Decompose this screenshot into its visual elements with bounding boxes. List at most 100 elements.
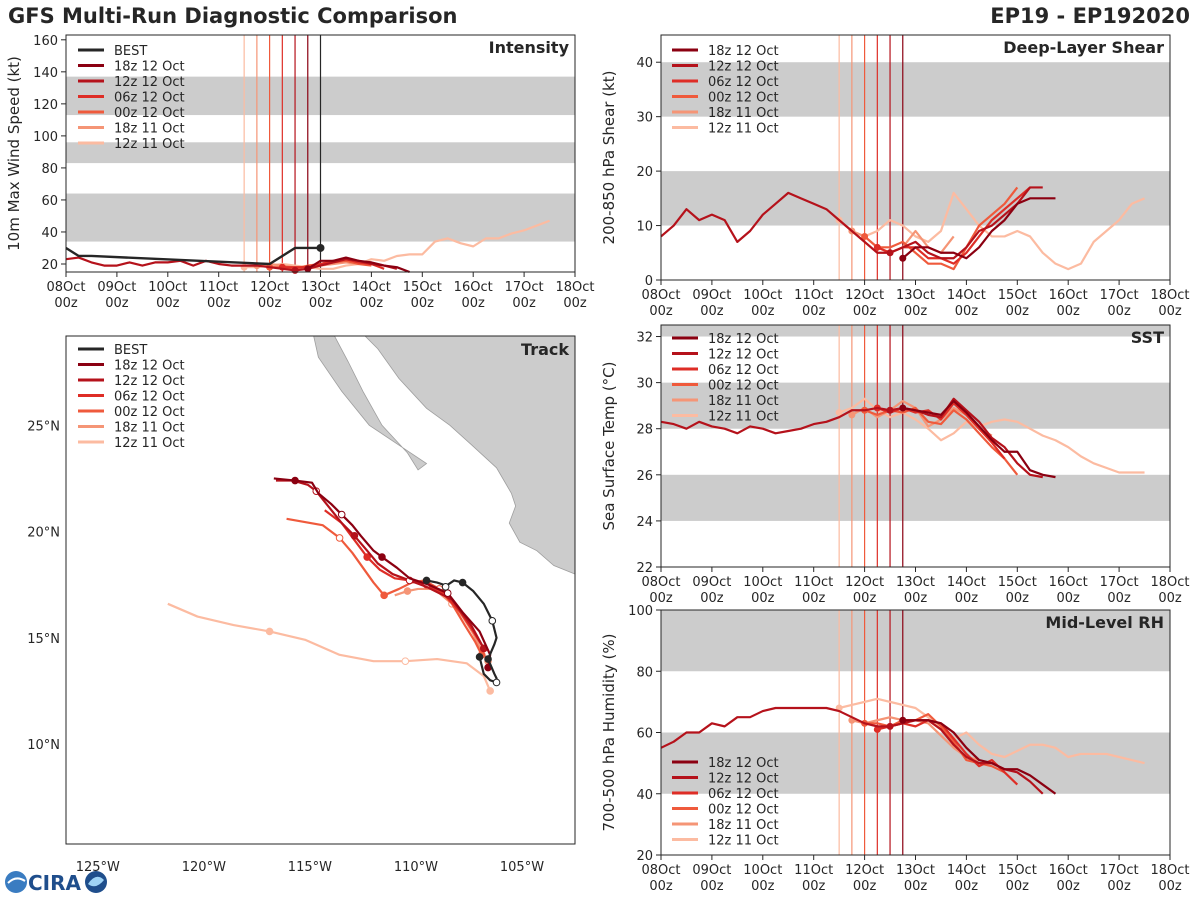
series-line: [660, 397, 1043, 479]
x-tick-label: 12Oct: [250, 280, 289, 295]
series-line: [902, 197, 1056, 260]
legend-label: 00z 12 Oct: [708, 379, 779, 394]
x-tick-label: 00z: [904, 591, 928, 606]
y-tick-label: 24: [636, 515, 653, 530]
y-tick-label: 80: [41, 162, 58, 177]
x-tick-label: 120°W: [182, 860, 226, 875]
x-tick-label: 00z: [462, 296, 486, 311]
init-point: [873, 243, 881, 251]
x-tick-label: 11Oct: [199, 280, 238, 295]
x-tick-label: 08Oct: [641, 288, 680, 303]
init-point: [861, 232, 869, 240]
init-point: [899, 404, 907, 412]
init-point: [899, 716, 907, 724]
legend-label: 18z 11 Oct: [114, 122, 185, 137]
x-tick-label: 00z: [1006, 591, 1030, 606]
x-tick-label: 17Oct: [1100, 863, 1139, 878]
legend-label: 06z 12 Oct: [708, 75, 779, 90]
x-tick-label: 00z: [258, 296, 282, 311]
track-point: [337, 510, 346, 519]
x-tick-label: 08Oct: [641, 863, 680, 878]
x-tick-label: 00z: [700, 591, 724, 606]
legend-label: 06z 12 Oct: [114, 91, 185, 106]
y-tick-label: 30: [636, 377, 653, 392]
x-tick-label: 13Oct: [301, 280, 340, 295]
x-tick-label: 10Oct: [743, 575, 782, 590]
y-tick-label: 30: [636, 111, 653, 126]
best-track-point: [475, 653, 484, 661]
storm-id: EP19 - EP192020: [990, 4, 1190, 28]
legend-label: 12z 11 Oct: [708, 410, 779, 425]
legend-label: BEST: [114, 44, 147, 59]
x-tick-label: 18Oct: [1150, 863, 1189, 878]
logo-text: CIRA: [28, 871, 82, 895]
threshold-band: [661, 732, 1170, 794]
y-tick-label: 20: [636, 165, 653, 180]
plot-frame: [65, 335, 576, 845]
panel-title: SST: [1131, 328, 1164, 347]
plot-area: [661, 325, 1170, 567]
panel-shear: 01020304008Oct00z09Oct00z10Oct00z11Oct00…: [600, 34, 1190, 319]
x-tick-label: 00z: [700, 879, 724, 894]
y-tick-label: 40: [636, 56, 653, 71]
x-tick-label: 00z: [904, 304, 928, 319]
threshold-band: [661, 62, 1170, 117]
legend-label: 18z 12 Oct: [708, 756, 779, 771]
x-tick-label: 16Oct: [454, 280, 493, 295]
legend-label: 12z 12 Oct: [708, 772, 779, 787]
x-tick-label: 09Oct: [692, 288, 731, 303]
x-tick-label: 00z: [1057, 304, 1081, 319]
y-tick-label: 10°N: [27, 738, 60, 753]
track-point: [443, 589, 452, 597]
x-tick-label: 00z: [802, 591, 826, 606]
x-tick-label: 00z: [751, 591, 775, 606]
x-tick-label: 00z: [1057, 591, 1081, 606]
y-tick-label: 100: [628, 604, 653, 619]
track-point: [380, 591, 388, 600]
y-tick-label: 20: [636, 849, 653, 864]
x-tick-label: 11Oct: [794, 575, 833, 590]
x-tick-label: 12Oct: [845, 863, 884, 878]
track-point: [350, 531, 359, 540]
track-line: [394, 587, 490, 662]
x-tick-label: 00z: [54, 296, 78, 311]
y-tick-label: 15°N: [27, 632, 60, 647]
legend-label: 18z 12 Oct: [114, 60, 185, 75]
legend-label: 06z 12 Oct: [114, 390, 185, 405]
x-tick-label: 125°W: [76, 860, 120, 875]
legend-label: 06z 12 Oct: [708, 363, 779, 378]
init-point: [835, 409, 843, 417]
init-point: [886, 249, 894, 257]
legend-label: 18z 11 Oct: [708, 106, 779, 121]
legend-label: 12z 11 Oct: [114, 436, 185, 451]
x-tick-label: 00z: [751, 304, 775, 319]
x-tick-label: 13Oct: [896, 288, 935, 303]
x-tick-label: 00z: [955, 879, 979, 894]
y-tick-label: 10: [636, 220, 653, 235]
panel-sst: 22242628303208Oct00z09Oct00z10Oct00z11Oc…: [600, 324, 1190, 606]
track-line: [273, 477, 492, 668]
track-point: [265, 627, 274, 636]
y-tick-label: 140: [33, 66, 58, 81]
y-axis-label: 200-850 hPa Shear (kt): [600, 71, 618, 245]
legend-label: 18z 12 Oct: [114, 359, 185, 374]
y-tick-label: 40: [636, 788, 653, 803]
legend-label: 12z 11 Oct: [114, 137, 185, 152]
legend-label: 18z 11 Oct: [114, 421, 185, 436]
x-tick-label: 00z: [563, 296, 587, 311]
y-tick-label: 22: [636, 561, 653, 576]
threshold-band: [661, 382, 1170, 429]
track-line: [167, 602, 492, 692]
x-tick-label: 10Oct: [743, 863, 782, 878]
panel-title: Deep-Layer Shear: [1003, 38, 1164, 57]
track-point: [335, 534, 344, 542]
x-tick-label: 00z: [802, 879, 826, 894]
x-tick-label: 10Oct: [743, 288, 782, 303]
y-tick-label: 40: [41, 226, 58, 241]
x-tick-label: 00z: [853, 591, 877, 606]
x-tick-label: 00z: [904, 879, 928, 894]
track-point: [401, 657, 410, 666]
legend-label: 18z 11 Oct: [708, 394, 779, 409]
best-track-point: [441, 583, 450, 591]
